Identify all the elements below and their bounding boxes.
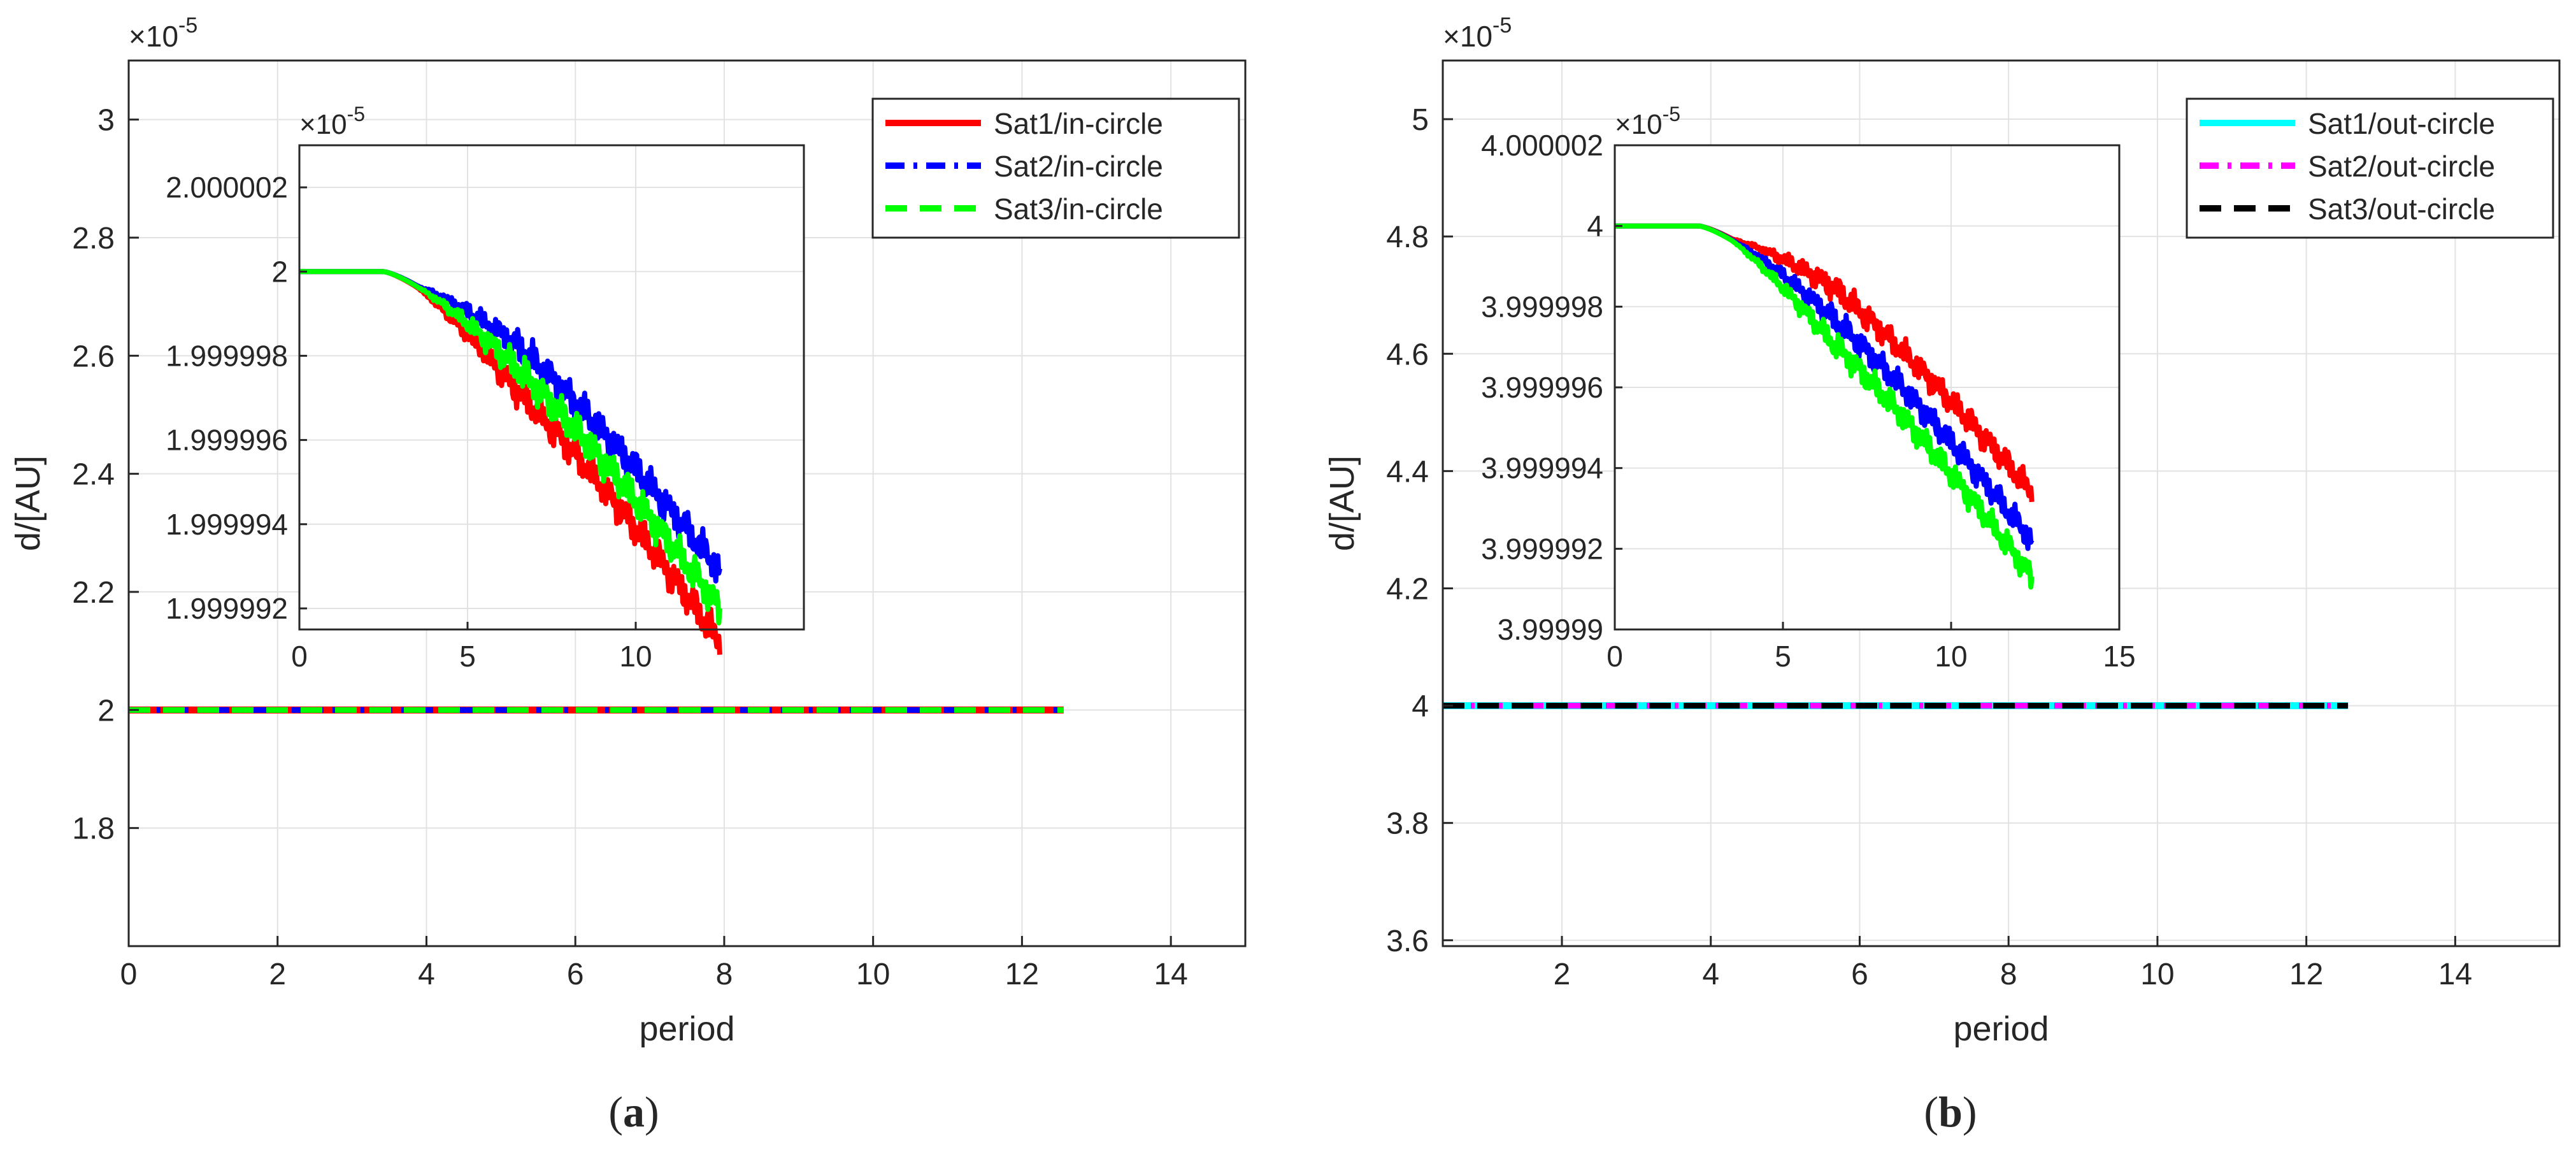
y-exponent-label: ×10-5 [129, 13, 197, 53]
panel-a: 0 2 4 6 8 10 12 141.822.22.42.62.83×10-5periodd… [9, 13, 1247, 1136]
y-axis-label: d/[AU] [1323, 456, 1361, 551]
x-tick-label: 6 [567, 958, 584, 991]
subfigure-paren-close: ) [645, 1088, 659, 1136]
x-tick-label: 2 [269, 958, 286, 991]
x-tick-label: 8 [2000, 958, 2017, 991]
y-tick-label: 4 [1412, 690, 1429, 724]
y-axis-label: d/[AU] [9, 456, 47, 551]
inset-exponent-label: ×10-5 [299, 103, 365, 140]
y-tick-label: 2.6 [72, 340, 115, 373]
inset-y-tick-label: 3.999994 [1481, 452, 1603, 485]
subfigure-label: (b) [1924, 1088, 1977, 1136]
x-tick-label: 14 [1154, 958, 1187, 991]
legend-entry: Sat3/out-circle [2308, 192, 2495, 226]
inset-exponent-label: ×10-5 [1615, 103, 1680, 140]
x-tick-label: 12 [2289, 958, 2323, 991]
inset-x-tick-label: 10 [619, 640, 652, 673]
inset-y-tick-label: 1.999992 [166, 592, 288, 625]
legend-entry: Sat2/in-circle [994, 150, 1163, 183]
legend: Sat1/in-circle Sat2/in-circle Sat3/in-circ… [871, 97, 1240, 239]
x-tick-label: 12 [1005, 958, 1039, 991]
y-tick-label: 3.8 [1386, 807, 1429, 841]
y-tick-label: 4.4 [1386, 455, 1429, 489]
x-axis-label: period [639, 1010, 734, 1048]
panel-b: 2 4 6 8 10 12 143.63.844.24.44.64.85×10-5perio… [1323, 13, 2561, 1136]
exponent-power: -5 [178, 13, 197, 38]
y-tick-label: 2 [97, 694, 115, 728]
y-tick-label: 4.8 [1386, 220, 1429, 254]
inset-plot: 0 5 10 1.999992 1.999994 1.999996 1.999998 2 2.0… [166, 103, 805, 673]
x-tick-label: 0 [120, 958, 138, 991]
exponent-base: ×10 [129, 20, 178, 53]
inset-series-3 [1613, 223, 2035, 590]
inset-x-tick-label: 15 [2103, 640, 2135, 673]
y-tick-label: 2.8 [72, 222, 115, 255]
inset-y-tick-label: 3.999996 [1481, 371, 1603, 404]
legend-entry: Sat2/out-circle [2308, 150, 2495, 183]
axes-box [1442, 59, 2561, 947]
subfigure-letter: a [623, 1088, 645, 1136]
inset-y-tick-label: 3.999992 [1481, 532, 1603, 565]
subfigure-letter: b [1938, 1088, 1963, 1136]
inset-y-tick-label: 1.999994 [166, 508, 288, 541]
inset-y-tick-label: 3.99999 [1498, 613, 1603, 646]
x-tick-label: 6 [1851, 958, 1868, 991]
inset-y-tick-label: 4.000002 [1481, 129, 1603, 162]
x-tick-label: 4 [1702, 958, 1719, 991]
inset-plot: 0 5 10 15 3.99999 3.999992 3.999994 3.999996 3.9… [1481, 103, 2135, 673]
x-tick-label: 10 [856, 958, 890, 991]
legend-entry: Sat3/in-circle [994, 192, 1163, 226]
x-tick-label: 2 [1554, 958, 1571, 991]
x-axis-label: period [1953, 1010, 2049, 1048]
inset-box [298, 144, 805, 631]
legend-entry: Sat1/in-circle [994, 107, 1163, 140]
y-tick-label: 5 [1412, 103, 1429, 137]
x-tick-label: 4 [418, 958, 435, 991]
x-tick-label: 14 [2438, 958, 2472, 991]
x-tick-label: 10 [2140, 958, 2174, 991]
inset-y-tick-label: 1.999996 [166, 424, 288, 457]
inset-exponent-base: ×10 [1615, 109, 1663, 140]
y-tick-label: 4.2 [1386, 572, 1429, 606]
subfigure-paren-close: ) [1963, 1088, 1977, 1136]
exponent-power: -5 [1492, 13, 1512, 38]
inset-x-tick-label: 10 [1935, 640, 1967, 673]
x-tick-label: 8 [716, 958, 733, 991]
inset-series-3 [297, 269, 722, 626]
inset-y-tick-label: 3.999998 [1481, 290, 1603, 323]
inset-y-tick-label: 4 [1587, 210, 1603, 243]
y-tick-label: 1.8 [72, 812, 115, 846]
inset-area [299, 145, 804, 629]
y-exponent-label: ×10-5 [1443, 13, 1512, 53]
inset-y-tick-label: 1.999998 [166, 339, 288, 372]
y-tick-label: 4.6 [1386, 338, 1429, 371]
inset-exponent-power: -5 [1663, 103, 1680, 126]
y-tick-label: 3 [97, 104, 115, 138]
y-tick-label: 2.2 [72, 576, 115, 610]
inset-exponent-power: -5 [347, 103, 365, 126]
subfigure-paren-open: ( [1924, 1088, 1938, 1136]
inset-y-tick-label: 2.000002 [166, 171, 288, 204]
axes-box [127, 59, 1247, 947]
inset-x-tick-label: 5 [1775, 640, 1791, 673]
inset-x-tick-label: 0 [1606, 640, 1623, 673]
inset-x-tick-label: 0 [291, 640, 308, 673]
y-tick-label: 3.6 [1386, 924, 1429, 958]
legend: Sat1/out-circle Sat2/out-circle Sat3/out-c… [2186, 97, 2554, 239]
inset-exponent-base: ×10 [299, 109, 347, 140]
subfigure-paren-open: ( [608, 1088, 623, 1136]
inset-y-tick-label: 2 [271, 255, 288, 288]
legend-entry: Sat1/out-circle [2308, 107, 2495, 140]
y-tick-label: 2.4 [72, 458, 115, 492]
subfigure-label: (a) [608, 1088, 659, 1136]
exponent-base: ×10 [1443, 20, 1492, 53]
inset-x-tick-label: 5 [459, 640, 476, 673]
